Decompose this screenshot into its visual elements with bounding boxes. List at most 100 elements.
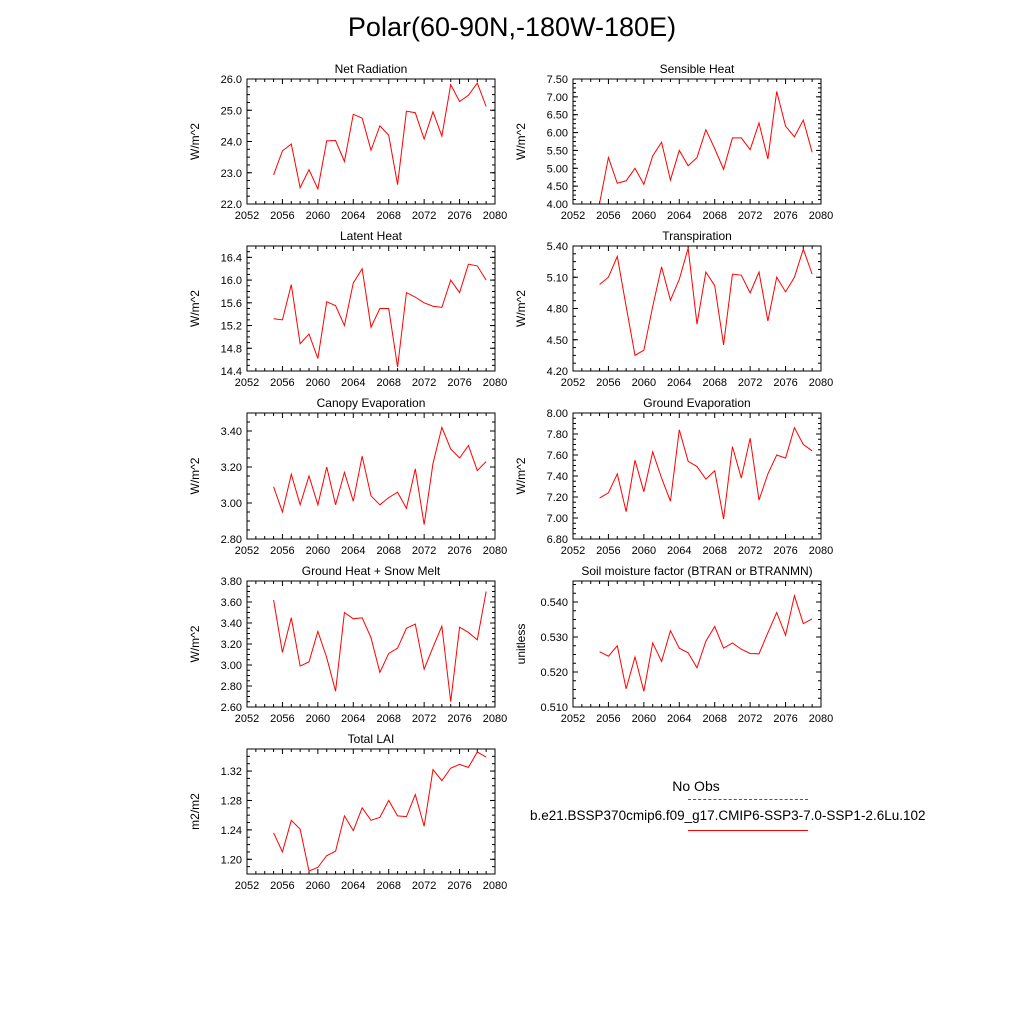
y-tick-label: 15.6	[221, 298, 242, 310]
y-tick-label: 1.20	[221, 854, 242, 866]
panel-7: 2052 2056 2060 2064 2068 2072 2076 2080 2.60 2.80…	[188, 564, 507, 725]
panel-title: Canopy Evaporation	[317, 396, 426, 410]
panel-9: 2052 2056 2060 2064 2068 2072 2076 2080 1.20 1.24…	[188, 732, 507, 892]
y-tick-label: 5.00	[547, 163, 568, 175]
y-tick-label: 4.00	[547, 199, 568, 211]
legend-obs-label: No Obs	[672, 778, 720, 794]
x-tick-label: 2060	[632, 545, 656, 557]
x-tick-label: 2056	[270, 545, 294, 557]
x-tick-label: 2080	[809, 377, 833, 389]
y-tick-label: 2.60	[221, 702, 242, 714]
x-tick-label: 2076	[447, 210, 471, 222]
y-tick-label: 0.530	[540, 632, 568, 644]
x-tick-label: 2056	[270, 210, 294, 222]
legend-case-line	[688, 830, 808, 831]
y-tick-label: 5.50	[547, 145, 568, 157]
x-tick-label: 2052	[235, 880, 259, 892]
y-tick-label: 3.20	[221, 639, 242, 651]
y-tick-label: 1.32	[221, 766, 242, 778]
y-tick-label: 5.40	[547, 241, 568, 253]
y-tick-label: 14.4	[221, 366, 242, 378]
y-tick-label: 25.0	[221, 105, 242, 117]
y-tick-label: 0.520	[540, 667, 568, 679]
x-tick-label: 2052	[235, 713, 259, 725]
plot-frame	[572, 580, 822, 708]
panel-4: 2052 2056 2060 2064 2068 2072 2076 2080 4.20 4.50…	[514, 229, 833, 389]
series-line	[273, 263, 487, 368]
y-tick-label: 0.540	[540, 597, 568, 609]
panel-title: Ground Heat + Snow Melt	[302, 564, 441, 578]
panel-title: Net Radiation	[335, 62, 408, 76]
x-tick-label: 2072	[738, 377, 762, 389]
legend-obs-line	[688, 799, 808, 800]
x-tick-label: 2068	[376, 210, 400, 222]
y-tick-label: 6.50	[547, 110, 568, 122]
series-line	[599, 91, 813, 204]
y-axis-label: unitless	[514, 624, 528, 665]
panel-1: 2052 2056 2060 2064 2068 2072 2076 2080 22.0 23.0…	[188, 62, 507, 222]
x-tick-label: 2056	[596, 377, 620, 389]
plot-frame	[246, 748, 496, 875]
x-tick-label: 2064	[341, 880, 365, 892]
y-tick-label: 23.0	[221, 168, 242, 180]
y-tick-label: 1.24	[221, 825, 242, 837]
y-tick-label: 26.0	[221, 74, 242, 86]
x-tick-label: 2056	[596, 545, 620, 557]
y-axis-label: W/m^2	[514, 457, 528, 494]
x-tick-label: 2052	[235, 545, 259, 557]
x-tick-label: 2072	[738, 545, 762, 557]
y-tick-label: 6.00	[547, 128, 568, 140]
plot-frame	[572, 412, 822, 540]
y-tick-label: 3.80	[221, 576, 242, 588]
y-tick-label: 7.80	[547, 429, 568, 441]
plot-frame	[246, 245, 496, 372]
x-tick-label: 2072	[738, 713, 762, 725]
x-tick-label: 2068	[702, 713, 726, 725]
x-tick-label: 2080	[809, 713, 833, 725]
x-tick-label: 2068	[376, 545, 400, 557]
x-tick-label: 2080	[809, 545, 833, 557]
series-line	[273, 82, 487, 191]
y-tick-label: 3.20	[221, 462, 242, 474]
x-tick-label: 2064	[341, 545, 365, 557]
x-tick-label: 2056	[596, 210, 620, 222]
x-tick-label: 2076	[773, 713, 797, 725]
x-tick-label: 2080	[483, 545, 507, 557]
x-tick-label: 2076	[773, 210, 797, 222]
panel-5: 2052 2056 2060 2064 2068 2072 2076 2080 2.80 3.00…	[188, 396, 507, 557]
y-tick-label: 3.40	[221, 618, 242, 630]
x-tick-label: 2052	[235, 377, 259, 389]
legend-case-label: b.e21.BSSP370cmip6.f09_g17.CMIP6-SSP3-7.…	[530, 808, 926, 823]
series-line	[599, 426, 813, 520]
x-tick-label: 2052	[561, 713, 585, 725]
x-tick-label: 2076	[447, 377, 471, 389]
y-tick-label: 7.20	[547, 492, 568, 504]
y-tick-label: 4.50	[547, 181, 568, 193]
series-line	[273, 425, 487, 525]
y-axis-label: m2/m2	[188, 793, 202, 830]
x-tick-label: 2072	[412, 545, 436, 557]
y-tick-label: 15.2	[221, 321, 242, 333]
x-tick-label: 2064	[341, 210, 365, 222]
y-tick-label: 4.20	[547, 366, 568, 378]
panel-title: Ground Evaporation	[643, 396, 750, 410]
series-line	[599, 593, 813, 692]
y-tick-label: 3.00	[221, 660, 242, 672]
x-tick-label: 2064	[341, 377, 365, 389]
x-tick-label: 2052	[561, 210, 585, 222]
x-tick-label: 2068	[376, 377, 400, 389]
x-tick-label: 2060	[306, 377, 330, 389]
panel-3: 2052 2056 2060 2064 2068 2072 2076 2080 14.4 14.8…	[188, 229, 507, 389]
x-tick-label: 2080	[809, 210, 833, 222]
y-tick-label: 14.8	[221, 343, 242, 355]
x-tick-label: 2060	[306, 880, 330, 892]
y-tick-label: 7.00	[547, 513, 568, 525]
x-tick-label: 2060	[632, 377, 656, 389]
x-tick-label: 2060	[632, 713, 656, 725]
x-tick-label: 2052	[561, 377, 585, 389]
x-tick-label: 2080	[483, 210, 507, 222]
y-tick-label: 3.60	[221, 597, 242, 609]
y-axis-label: W/m^2	[514, 123, 528, 160]
x-tick-label: 2064	[667, 713, 691, 725]
